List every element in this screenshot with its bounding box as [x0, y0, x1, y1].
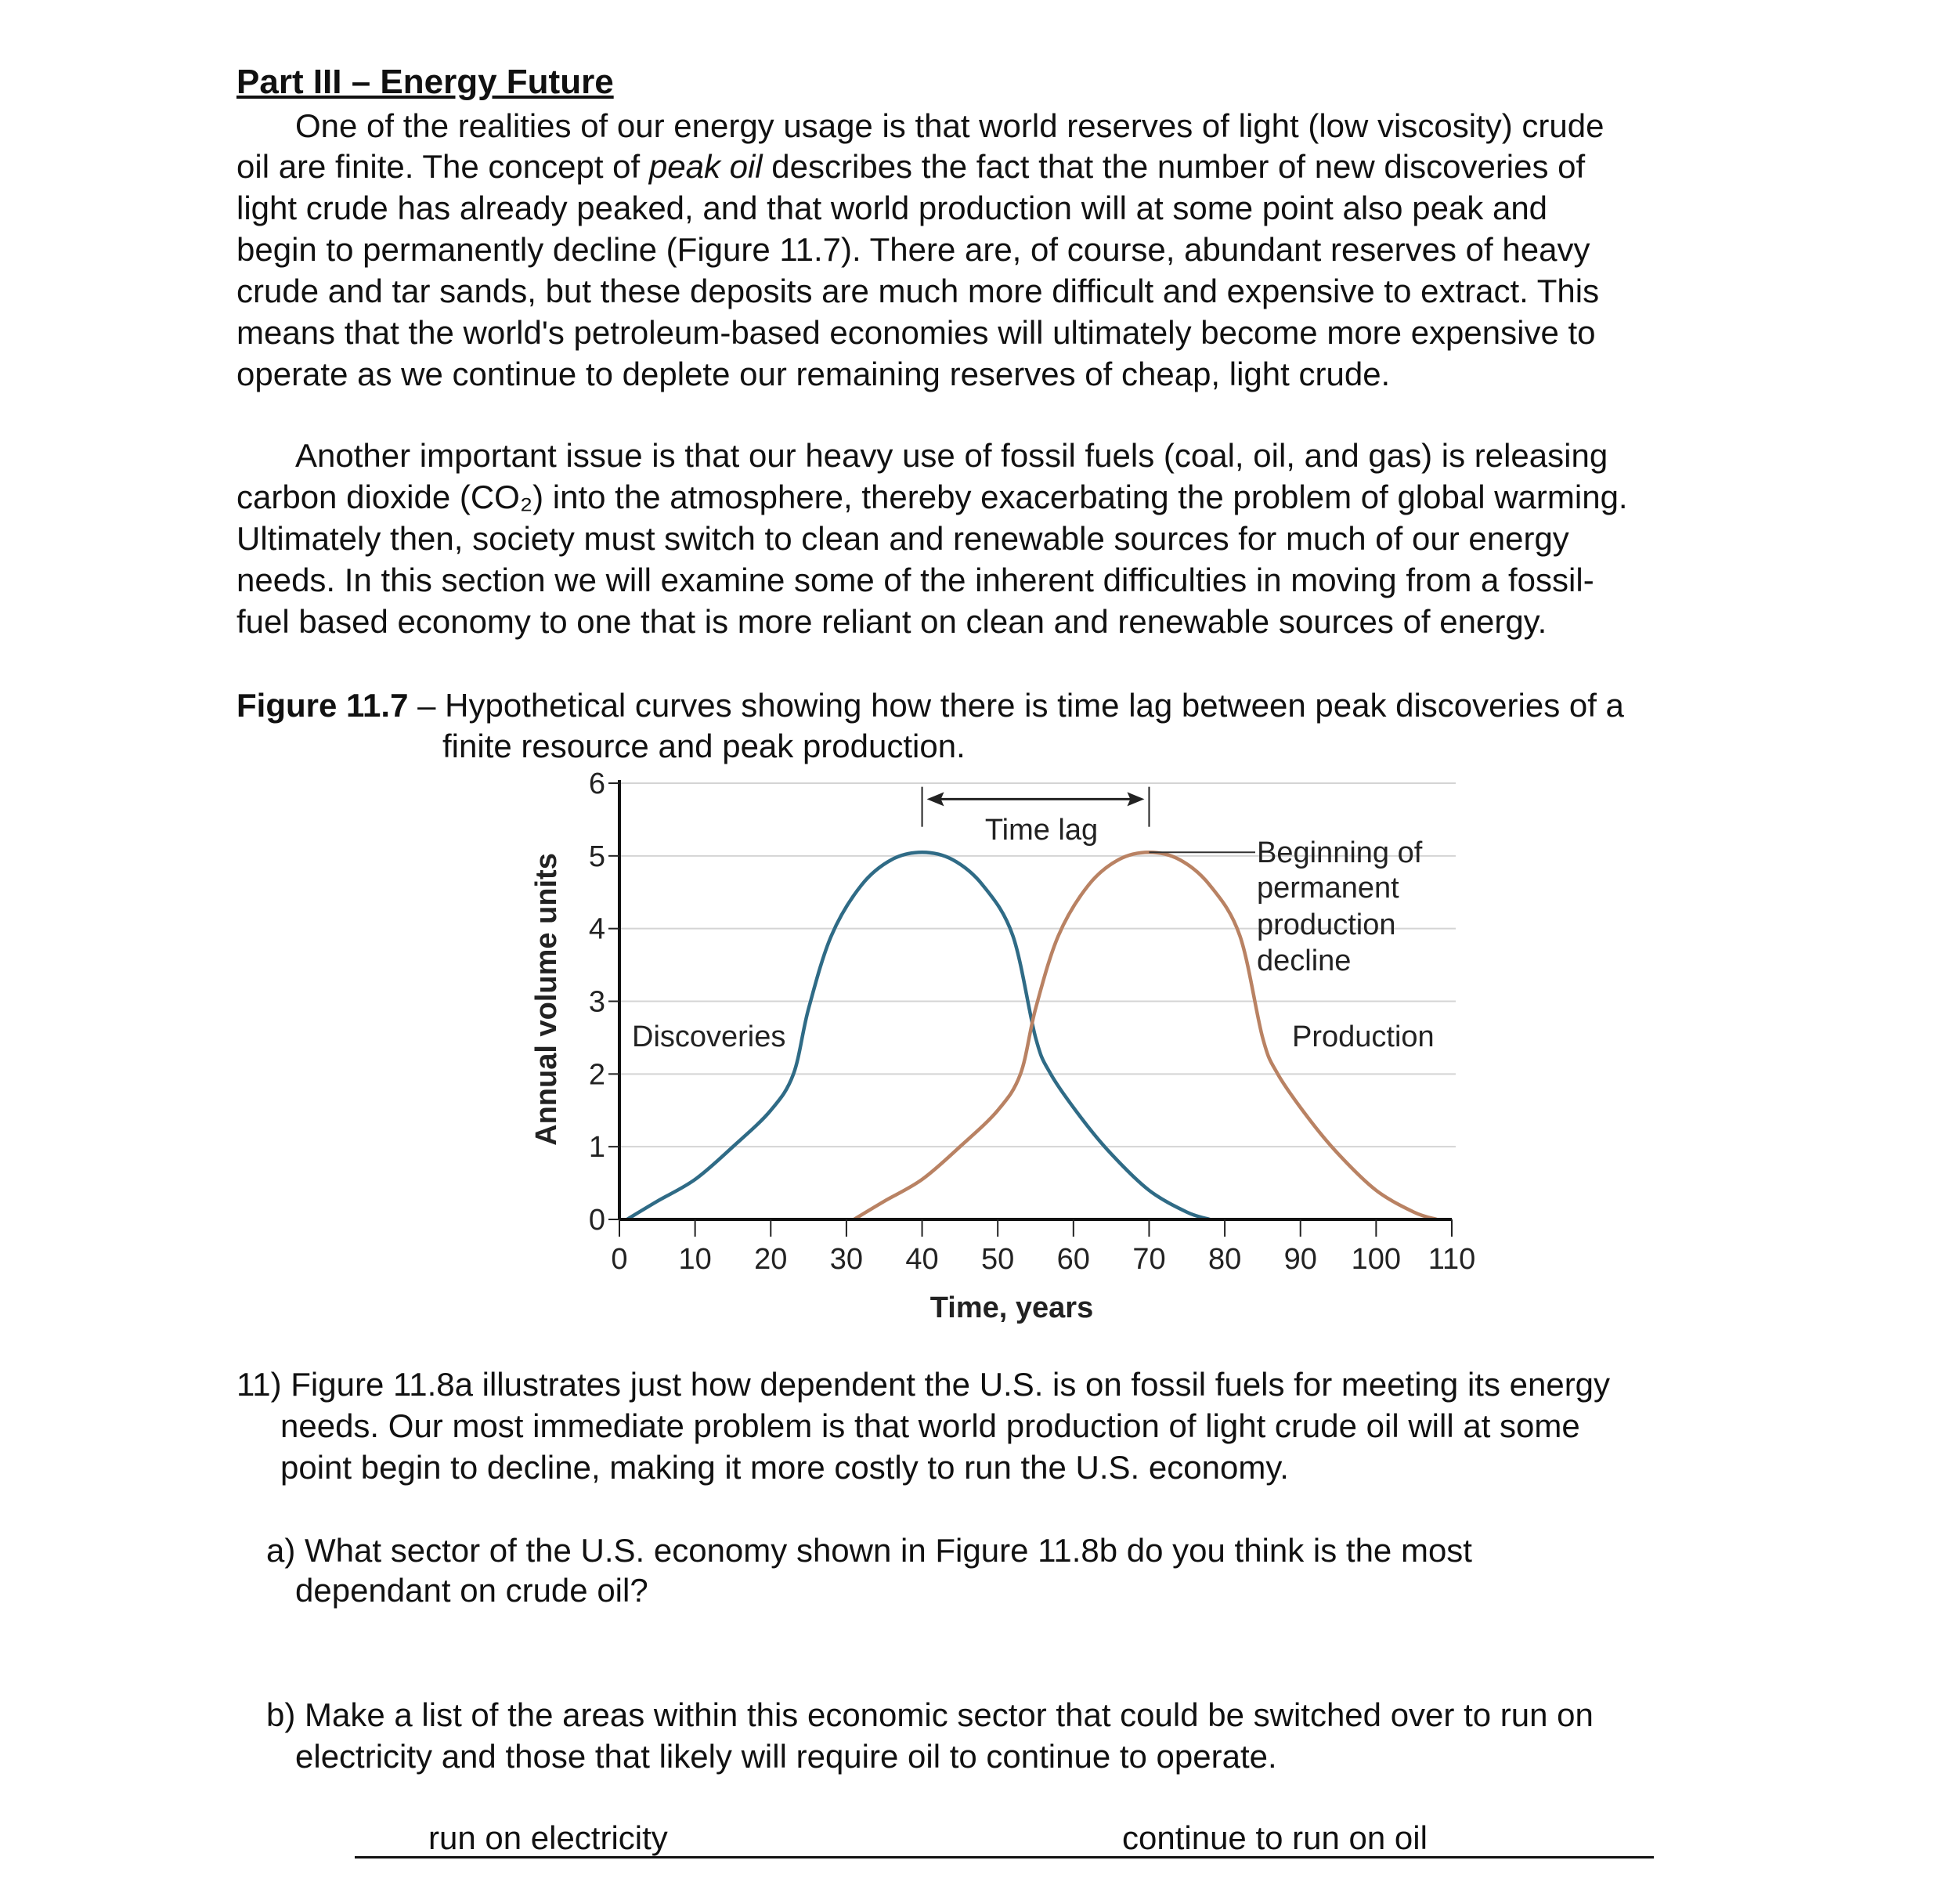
- section-title: Part III – Energy Future: [236, 63, 614, 101]
- y-tick-label: 3: [589, 986, 605, 1019]
- arrowhead-left-icon: [926, 792, 944, 807]
- time-lag-label: Time lag: [985, 814, 1098, 847]
- text-line: dependant on crude oil?: [295, 1572, 648, 1609]
- x-tick-label: 80: [1208, 1243, 1241, 1276]
- x-tick-label: 110: [1428, 1243, 1476, 1276]
- figure-label: Figure 11.7: [236, 687, 409, 724]
- x-tick-label: 50: [981, 1243, 1014, 1276]
- text-line: One of the realities of our energy usage…: [295, 107, 1604, 144]
- column-header-oil: continue to run on oil: [1122, 1819, 1428, 1856]
- text-line: 11) Figure 11.8a illustrates just how de…: [236, 1366, 1611, 1403]
- x-tick-label: 60: [1057, 1243, 1090, 1276]
- x-tick-label: 90: [1284, 1243, 1317, 1276]
- text-segment: oil are finite. The concept of: [236, 148, 649, 185]
- y-tick-label: 0: [589, 1204, 605, 1237]
- production-label: Production: [1292, 1020, 1435, 1053]
- decline-label-line: decline: [1257, 945, 1351, 977]
- x-tick-label: 100: [1352, 1243, 1401, 1276]
- y-tick-label: 5: [589, 840, 605, 873]
- y-tick-label: 4: [589, 913, 605, 946]
- text-line: needs. In this section we will examine s…: [236, 562, 1594, 598]
- text-line: means that the world's petroleum-based e…: [236, 314, 1596, 351]
- x-tick-label: 40: [905, 1243, 938, 1276]
- text-line: fuel based economy to one that is more r…: [236, 603, 1547, 640]
- text-line: a) What sector of the U.S. economy shown…: [266, 1532, 1472, 1569]
- decline-label-line: production: [1257, 908, 1395, 941]
- text-line: oil are finite. The concept of peak oil …: [236, 146, 1585, 187]
- decline-label-line: Beginning of: [1257, 836, 1423, 869]
- y-tick-label: 1: [589, 1131, 605, 1164]
- arrowhead-right-icon: [1127, 792, 1145, 807]
- text-line: electricity and those that likely will r…: [295, 1738, 1277, 1775]
- text-line: Ultimately then, society must switch to …: [236, 520, 1569, 557]
- decline-label-line: permanent: [1257, 872, 1399, 905]
- x-tick-label: 10: [678, 1243, 711, 1276]
- text-line: light crude has already peaked, and that…: [236, 190, 1548, 226]
- caption-line: finite resource and peak production.: [442, 728, 966, 764]
- text-line: begin to permanently decline (Figure 11.…: [236, 231, 1590, 268]
- y-tick-label: 2: [589, 1058, 605, 1091]
- y-axis-title: Annual volume units: [530, 853, 563, 1146]
- text-line: operate as we continue to deplete our re…: [236, 356, 1391, 392]
- caption-line: Figure 11.7 – Hypothetical curves showin…: [236, 685, 1624, 726]
- x-axis-title: Time, years: [930, 1291, 1093, 1324]
- curve-discoveries: [626, 850, 1211, 1222]
- column-header-electricity: run on electricity: [428, 1819, 668, 1856]
- text-segment: describes the fact that the number of ne…: [762, 148, 1586, 185]
- text-line: needs. Our most immediate problem is tha…: [280, 1407, 1580, 1444]
- text-line: b) Make a list of the areas within this …: [266, 1696, 1594, 1733]
- x-tick-label: 0: [611, 1243, 627, 1276]
- x-tick-label: 70: [1132, 1243, 1165, 1276]
- discoveries-label: Discoveries: [632, 1020, 785, 1053]
- text-line: Another important issue is that our heav…: [295, 437, 1608, 474]
- x-tick-label: 20: [754, 1243, 787, 1276]
- text-line: crude and tar sands, but these deposits …: [236, 273, 1600, 309]
- text-line: point begin to decline, making it more c…: [280, 1449, 1289, 1486]
- x-tick-label: 30: [830, 1243, 863, 1276]
- peak-oil-term: peak oil: [648, 148, 763, 185]
- caption-text: – Hypothetical curves showing how there …: [408, 687, 1624, 724]
- y-tick-label: 6: [589, 768, 605, 800]
- answer-table-rule: [355, 1856, 1654, 1858]
- text-line: carbon dioxide (CO₂) into the atmosphere…: [236, 479, 1628, 515]
